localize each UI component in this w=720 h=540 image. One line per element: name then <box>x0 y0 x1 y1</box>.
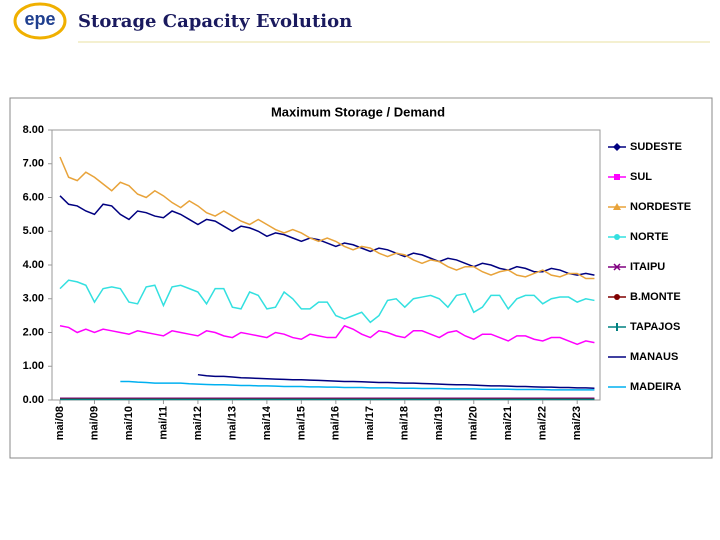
chart-title: Maximum Storage / Demand <box>271 104 445 119</box>
x-tick-label: mai/17 <box>364 406 376 440</box>
x-tick-label: mai/16 <box>330 406 342 440</box>
x-tick-label: mai/13 <box>226 406 238 440</box>
series-line <box>59 324 595 346</box>
legend-marker <box>616 323 618 331</box>
series-line <box>59 156 595 280</box>
chart-frame <box>9 97 713 459</box>
x-tick-label: mai/08 <box>54 406 66 440</box>
y-tick-label: 4.00 <box>23 259 44 271</box>
y-tick-label: 0.00 <box>23 394 44 406</box>
legend-marker <box>613 143 621 151</box>
legend-marker <box>614 174 620 180</box>
x-tick-label: mai/22 <box>537 406 549 440</box>
slide-title: Storage Capacity Evolution <box>78 11 352 32</box>
series-line <box>59 195 595 276</box>
x-tick-label: mai/23 <box>571 406 583 440</box>
y-tick-label: 2.00 <box>23 326 44 338</box>
y-tick-label: 5.00 <box>23 225 44 237</box>
x-tick-label: mai/10 <box>123 406 135 440</box>
y-tick-label: 6.00 <box>23 191 44 203</box>
series-line <box>120 380 595 391</box>
x-tick-label: mai/19 <box>433 406 445 440</box>
series-line <box>59 279 595 324</box>
legend-label: B.MONTE <box>630 291 681 303</box>
legend-marker <box>614 294 620 300</box>
logo-ring <box>13 2 67 40</box>
logo: epe <box>24 9 55 29</box>
series-line <box>197 373 595 389</box>
y-tick-label: 8.00 <box>23 124 44 136</box>
x-tick-label: mai/11 <box>157 406 169 440</box>
legend-label: NORTE <box>630 231 669 243</box>
legend-label: MANAUS <box>630 351 678 363</box>
y-tick-label: 7.00 <box>23 158 44 170</box>
y-tick-label: 3.00 <box>23 293 44 305</box>
legend-label: MADEIRA <box>630 381 681 393</box>
x-tick-label: mai/18 <box>399 406 411 440</box>
x-tick-label: mai/14 <box>261 405 273 440</box>
x-tick-label: mai/21 <box>502 406 514 440</box>
x-tick-label: mai/15 <box>295 406 307 440</box>
legend-label: SUDESTE <box>630 141 682 153</box>
x-tick-label: mai/20 <box>468 406 480 440</box>
legend-marker <box>613 263 621 271</box>
legend-label: NORDESTE <box>630 201 691 213</box>
legend-marker <box>614 234 620 240</box>
x-tick-label: mai/09 <box>88 406 100 440</box>
legend-label: ITAIPU <box>630 261 665 273</box>
legend-label: SUL <box>630 171 652 183</box>
x-tick-label: mai/12 <box>192 406 204 440</box>
legend-marker <box>613 203 621 210</box>
y-tick-label: 1.00 <box>23 360 44 372</box>
legend-label: TAPAJOS <box>630 321 680 333</box>
